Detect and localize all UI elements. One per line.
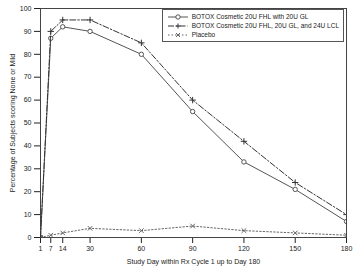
- svg-text:7: 7: [49, 245, 53, 252]
- svg-text:180: 180: [341, 245, 353, 252]
- svg-text:10: 10: [24, 211, 32, 218]
- html-text:BOTOX Cosmetic 20U FHL with 20: BOTOX Cosmetic 20U FHL with 20U GL: [191, 13, 309, 20]
- svg-text:50: 50: [24, 119, 32, 126]
- svg-text:90: 90: [24, 28, 32, 35]
- svg-text:20: 20: [24, 188, 32, 195]
- svg-text:120: 120: [238, 245, 250, 252]
- svg-text:40: 40: [24, 142, 32, 149]
- svg-text:70: 70: [24, 73, 32, 80]
- svg-text:80: 80: [24, 51, 32, 58]
- svg-text:90: 90: [189, 245, 197, 252]
- svg-text:30: 30: [86, 245, 94, 252]
- svg-text:Study Day within Rx Cycle 1 up: Study Day within Rx Cycle 1 up to Day 18…: [127, 258, 261, 266]
- html-text:BOTOX Cosmetic 20U FHL, 20U GL: BOTOX Cosmetic 20U FHL, 20U GL, and 24U …: [191, 22, 339, 29]
- svg-text:100: 100: [20, 5, 32, 12]
- svg-text:30: 30: [24, 165, 32, 172]
- svg-text:14: 14: [59, 245, 67, 252]
- svg-text:150: 150: [289, 245, 301, 252]
- svg-text:Percentage of Subjects scoring: Percentage of Subjects scoring None or M…: [9, 54, 17, 193]
- svg-text:60: 60: [24, 96, 32, 103]
- svg-text:1: 1: [39, 245, 43, 252]
- html-text:Placebo: Placebo: [191, 31, 216, 38]
- svg-text:60: 60: [137, 245, 145, 252]
- svg-text:0: 0: [28, 234, 32, 241]
